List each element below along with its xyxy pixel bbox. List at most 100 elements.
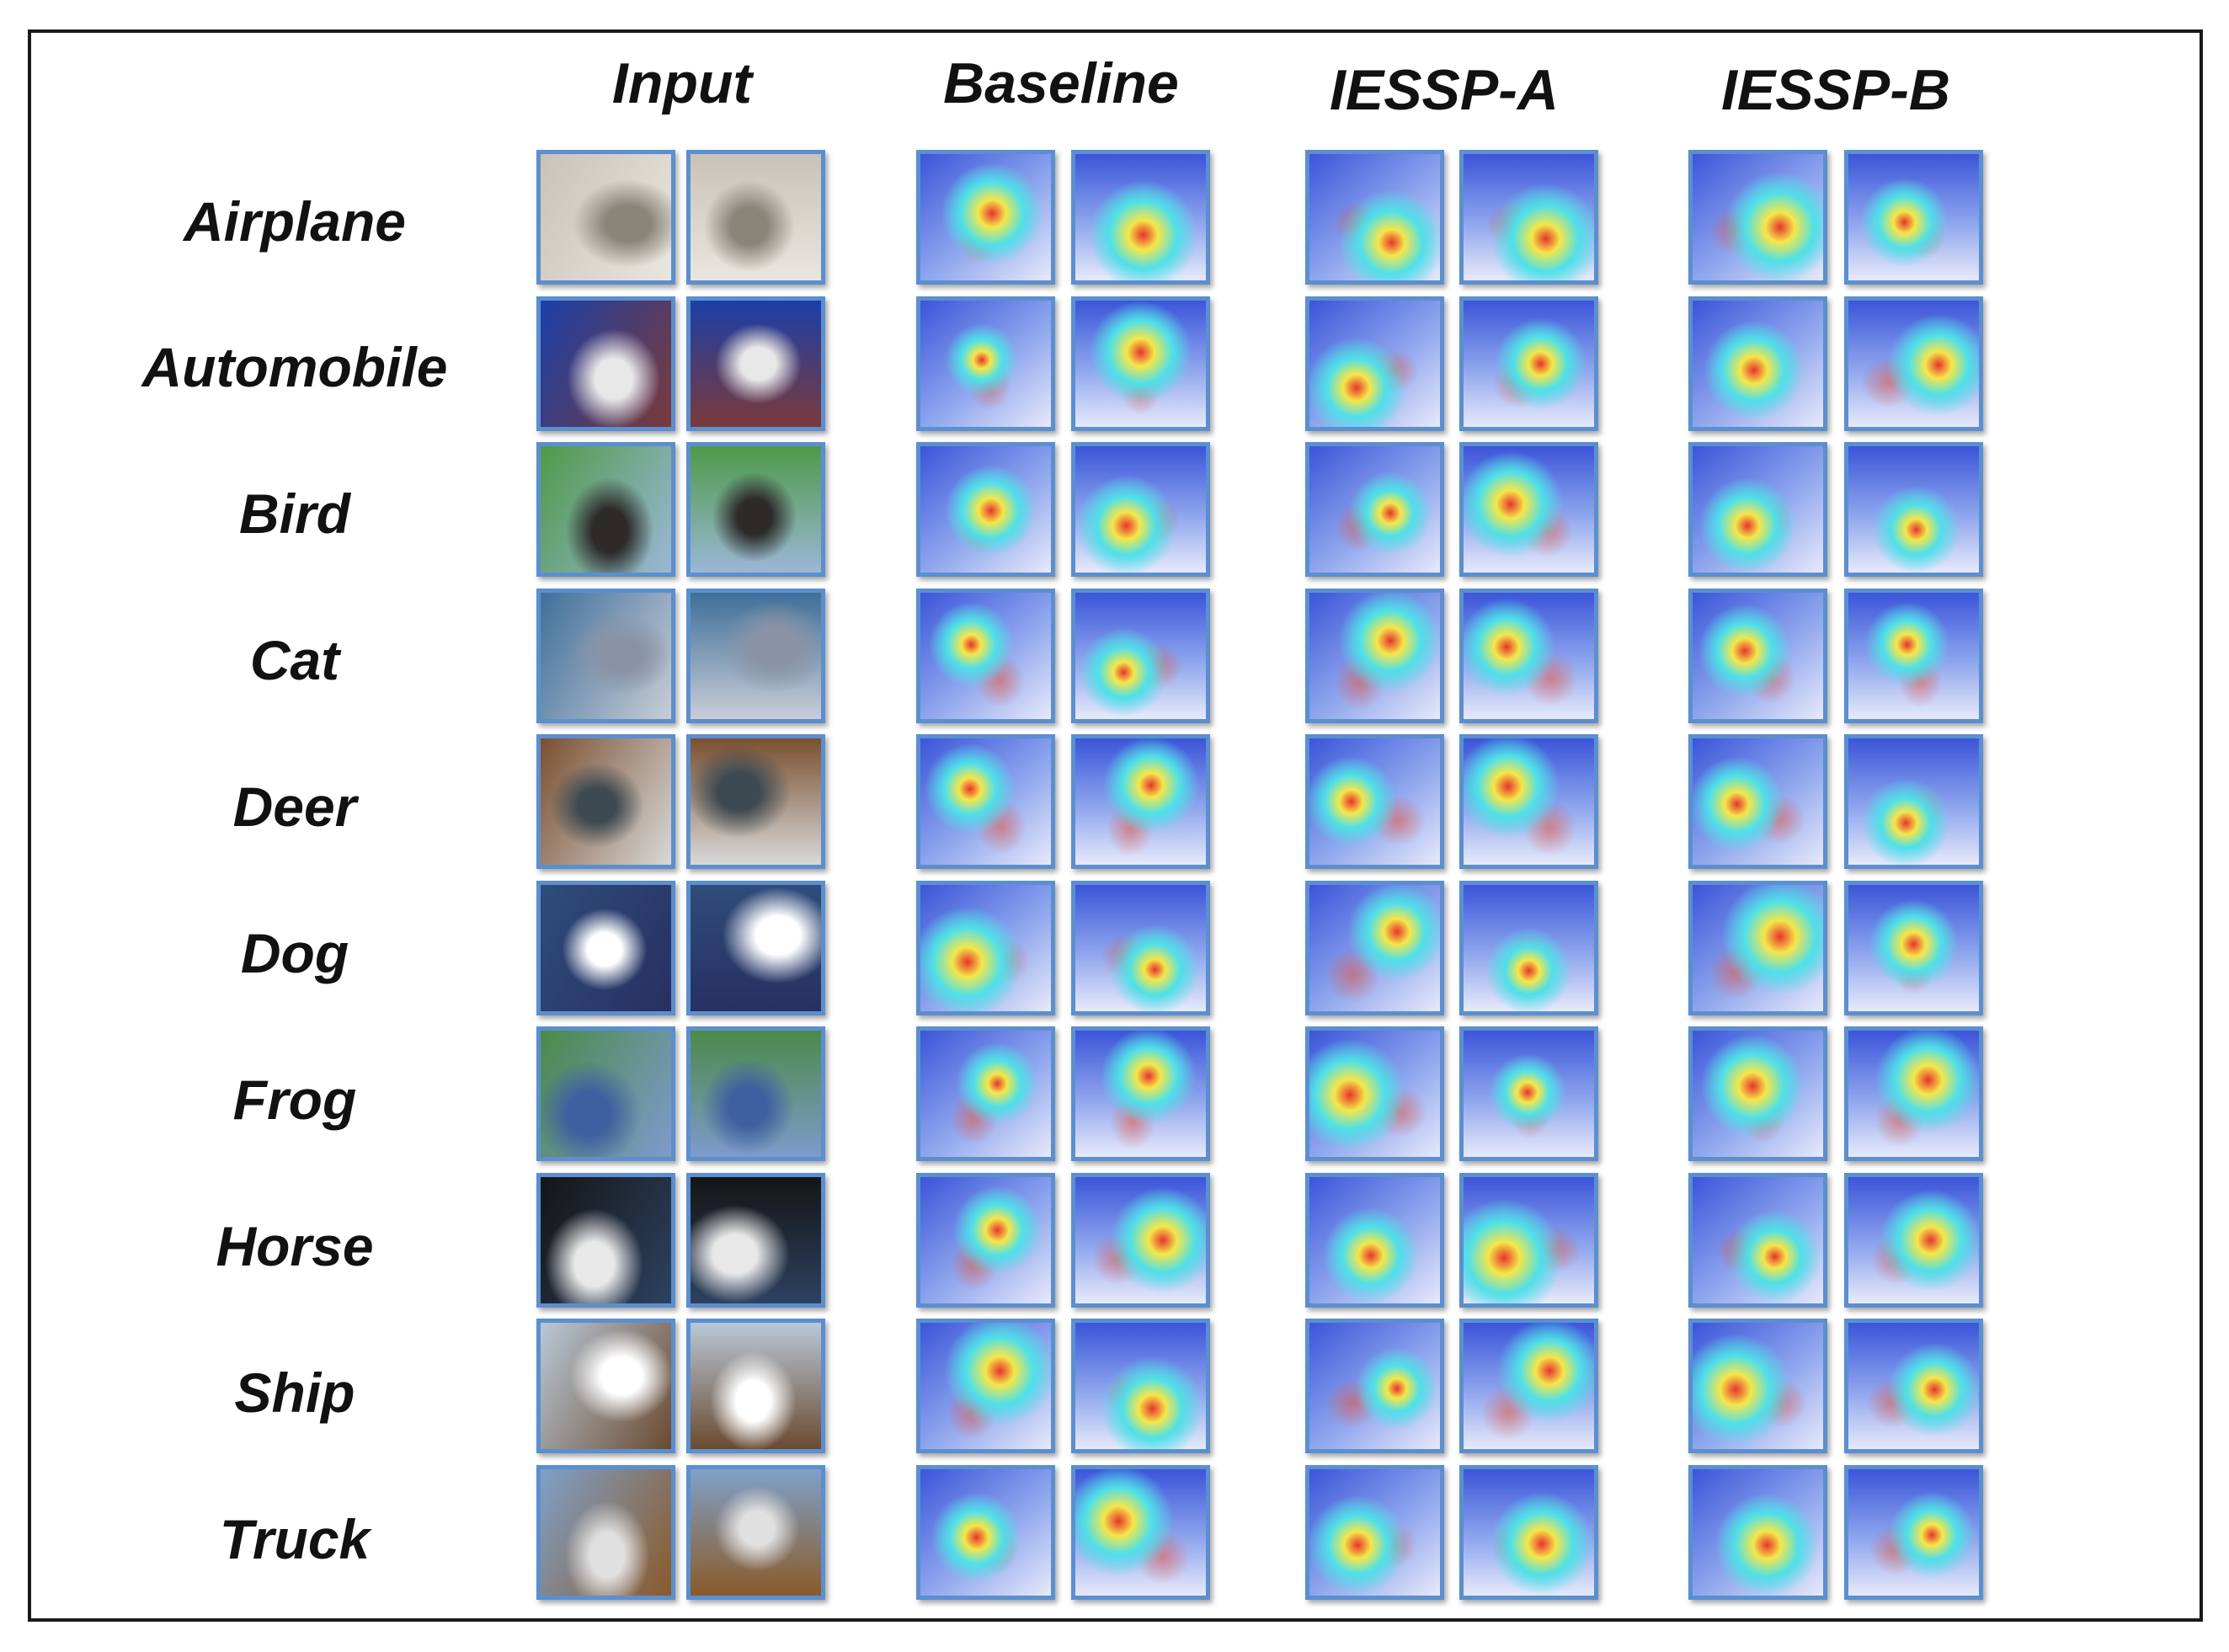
thumbnail-image	[1693, 154, 1823, 280]
row-label-ship: Ship	[234, 1362, 355, 1424]
thumbnail-image	[541, 446, 671, 573]
thumbnail-baseline-deer-2	[1071, 734, 1210, 869]
thumbnail-baseline-dog-2	[1071, 881, 1210, 1015]
thumbnail-image	[1309, 593, 1440, 719]
thumbnail-iessp_a-frog-2	[1459, 1026, 1598, 1161]
thumbnail-image	[1693, 1469, 1823, 1596]
thumbnail-image	[1848, 1323, 1979, 1449]
thumbnail-input-horse-1	[536, 1173, 675, 1308]
thumbnail-input-automobile-2	[686, 296, 825, 431]
thumbnail-iessp_b-bird-1	[1688, 442, 1827, 577]
thumbnail-image	[691, 593, 821, 719]
thumbnail-image	[1848, 446, 1979, 573]
thumbnail-input-automobile-1	[536, 296, 675, 431]
thumbnail-image	[1075, 154, 1206, 280]
thumbnail-image	[1848, 885, 1979, 1011]
row-label-dog: Dog	[240, 922, 349, 984]
thumbnail-input-truck-1	[536, 1465, 675, 1600]
thumbnail-image	[1309, 301, 1440, 427]
thumbnail-iessp_b-horse-1	[1688, 1173, 1827, 1308]
thumbnail-image	[691, 1323, 821, 1449]
thumbnail-image	[1075, 738, 1206, 865]
thumbnail-image	[691, 738, 821, 865]
thumbnail-iessp_a-cat-2	[1459, 589, 1598, 723]
thumbnail-iessp_a-cat-1	[1305, 589, 1444, 723]
thumbnail-iessp_b-automobile-1	[1688, 296, 1827, 431]
thumbnail-iessp_b-ship-1	[1688, 1319, 1827, 1453]
thumbnail-image	[1075, 885, 1206, 1011]
thumbnail-image	[920, 593, 1051, 719]
thumbnail-iessp_b-deer-2	[1844, 734, 1983, 869]
thumbnail-image	[691, 446, 821, 573]
thumbnail-image	[1464, 1469, 1594, 1596]
thumbnail-input-bird-1	[536, 442, 675, 577]
thumbnail-input-dog-2	[686, 881, 825, 1015]
thumbnail-iessp_b-dog-1	[1688, 881, 1827, 1015]
thumbnail-image	[541, 1323, 671, 1449]
thumbnail-baseline-airplane-1	[916, 150, 1055, 285]
row-label-automobile: Automobile	[141, 336, 448, 398]
thumbnail-image	[541, 885, 671, 1011]
thumbnail-baseline-horse-1	[916, 1173, 1055, 1308]
thumbnail-image	[541, 593, 671, 719]
thumbnail-input-cat-2	[686, 589, 825, 723]
thumbnail-image	[541, 301, 671, 427]
thumbnail-image	[691, 301, 821, 427]
thumbnail-image	[1309, 885, 1440, 1011]
thumbnail-iessp_a-deer-1	[1305, 734, 1444, 869]
thumbnail-baseline-cat-1	[916, 589, 1055, 723]
thumbnail-baseline-frog-1	[916, 1026, 1055, 1161]
thumbnail-image	[1464, 885, 1594, 1011]
thumbnail-image	[1693, 301, 1823, 427]
thumbnail-image	[1309, 1469, 1440, 1596]
thumbnail-image	[1464, 154, 1594, 280]
thumbnail-image	[1693, 885, 1823, 1011]
thumbnail-iessp_b-deer-1	[1688, 734, 1827, 869]
thumbnail-image	[1464, 1177, 1594, 1303]
thumbnail-iessp_b-automobile-2	[1844, 296, 1983, 431]
thumbnail-baseline-deer-1	[916, 734, 1055, 869]
thumbnail-iessp_a-ship-2	[1459, 1319, 1598, 1453]
thumbnail-iessp_b-airplane-1	[1688, 150, 1827, 285]
thumbnail-iessp_b-frog-2	[1844, 1026, 1983, 1161]
thumbnail-image	[1309, 154, 1440, 280]
row-label-truck: Truck	[219, 1508, 371, 1570]
thumbnail-iessp_a-ship-1	[1305, 1319, 1444, 1453]
thumbnail-input-airplane-1	[536, 150, 675, 285]
thumbnail-image	[1075, 1031, 1206, 1157]
thumbnail-image	[1075, 301, 1206, 427]
thumbnail-image	[1848, 738, 1979, 865]
thumbnail-iessp_b-truck-1	[1688, 1465, 1827, 1600]
thumbnail-baseline-ship-1	[916, 1319, 1055, 1453]
thumbnail-image	[1693, 738, 1823, 865]
thumbnail-iessp_a-truck-2	[1459, 1465, 1598, 1600]
thumbnail-image	[541, 1177, 671, 1303]
thumbnail-iessp_a-airplane-2	[1459, 150, 1598, 285]
thumbnail-baseline-ship-2	[1071, 1319, 1210, 1453]
thumbnail-image	[1693, 593, 1823, 719]
row-label-bird: Bird	[239, 482, 350, 545]
thumbnail-iessp_a-dog-2	[1459, 881, 1598, 1015]
thumbnail-image	[1309, 1323, 1440, 1449]
thumbnail-image	[691, 1031, 821, 1157]
thumbnail-image	[691, 1177, 821, 1303]
thumbnail-image	[1848, 593, 1979, 719]
thumbnail-image	[1309, 1177, 1440, 1303]
thumbnail-iessp_b-dog-2	[1844, 881, 1983, 1015]
thumbnail-baseline-truck-2	[1071, 1465, 1210, 1600]
thumbnail-image	[541, 154, 671, 280]
thumbnail-image	[1848, 301, 1979, 427]
row-label-airplane: Airplane	[183, 190, 407, 253]
thumbnail-input-truck-2	[686, 1465, 825, 1600]
thumbnail-image	[1075, 1469, 1206, 1596]
thumbnail-image	[920, 301, 1051, 427]
thumbnail-image	[1693, 1177, 1823, 1303]
thumbnail-image	[1693, 1031, 1823, 1157]
row-label-cat: Cat	[249, 629, 340, 691]
thumbnail-image	[1464, 301, 1594, 427]
column-header-iessp-b: IESSP-B	[1720, 58, 1951, 122]
column-header-iessp-a: IESSP-A	[1329, 58, 1560, 122]
thumbnail-image	[920, 1469, 1051, 1596]
thumbnail-input-ship-2	[686, 1319, 825, 1453]
thumbnail-image	[920, 738, 1051, 865]
